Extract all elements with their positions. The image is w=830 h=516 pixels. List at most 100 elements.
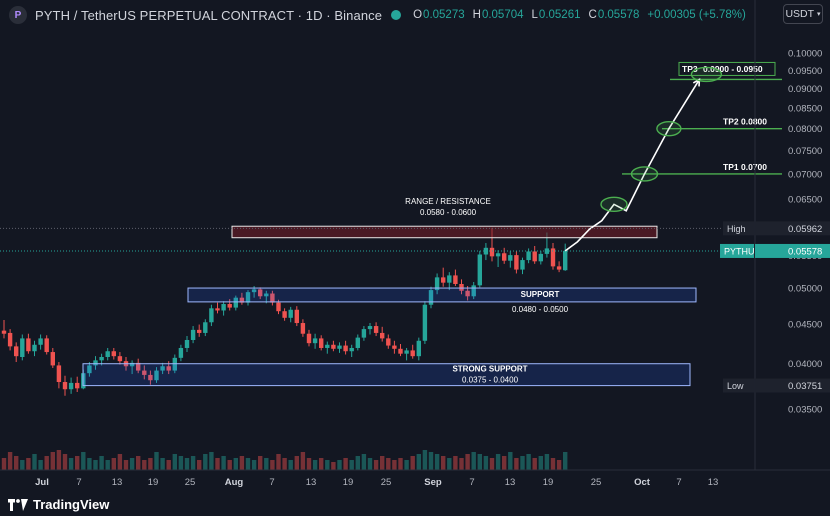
candle[interactable] [111, 347, 116, 360]
candle[interactable] [343, 340, 348, 355]
candle[interactable] [428, 286, 434, 309]
candle[interactable] [215, 302, 220, 314]
candle[interactable] [62, 375, 68, 396]
candle[interactable] [56, 362, 62, 389]
candle[interactable] [312, 333, 318, 349]
candle[interactable] [306, 329, 312, 347]
candle-body [514, 255, 519, 270]
candle[interactable] [453, 269, 458, 287]
candle[interactable] [142, 365, 147, 380]
candle[interactable] [270, 290, 275, 306]
candle[interactable] [136, 358, 141, 374]
candle[interactable] [563, 243, 568, 271]
candle[interactable] [184, 336, 190, 353]
candle[interactable] [410, 344, 415, 359]
candle[interactable] [538, 250, 543, 265]
candle[interactable] [87, 362, 92, 377]
candle[interactable] [129, 360, 135, 375]
candle[interactable] [550, 243, 556, 270]
candle[interactable] [117, 352, 123, 365]
candle[interactable] [355, 334, 360, 351]
target-marker [690, 66, 723, 83]
candle[interactable] [294, 306, 299, 327]
symbol-title[interactable]: PYTH / TetherUS PERPETUAL CONTRACT · 1D … [35, 7, 383, 23]
candle[interactable] [239, 292, 245, 305]
candle[interactable] [32, 340, 37, 357]
candle[interactable] [148, 370, 153, 385]
candle[interactable] [282, 308, 287, 321]
candle[interactable] [380, 326, 385, 342]
tradingview-branding[interactable]: TradingView [8, 497, 109, 512]
volume-bar [245, 458, 251, 470]
candle[interactable] [209, 304, 214, 327]
target-tp3[interactable]: TP3 0.0900 - 0.0950 [670, 61, 782, 81]
pyth-logo-icon[interactable]: P [9, 6, 27, 24]
candle[interactable] [422, 301, 428, 344]
candle[interactable] [93, 356, 98, 370]
candle[interactable] [233, 295, 238, 311]
candle[interactable] [264, 290, 269, 304]
candle[interactable] [361, 326, 367, 341]
candle[interactable] [258, 287, 263, 300]
currency-selector-button[interactable]: USDT ▾ [783, 4, 823, 24]
time-axis[interactable]: Jul 7 13 19 25 Aug 7 13 19 25 Sep 7 13 19 25 Oct 7 13 [35, 477, 718, 488]
candle-body [459, 284, 464, 291]
candle[interactable] [227, 299, 232, 311]
candle[interactable] [483, 243, 489, 261]
candle[interactable] [441, 267, 446, 287]
candle[interactable] [349, 344, 354, 358]
target-tp2[interactable]: TP2 0.0800 [662, 117, 782, 130]
candle[interactable] [190, 326, 196, 344]
zone-box [231, 225, 658, 239]
candle[interactable] [373, 322, 379, 337]
candle[interactable] [508, 251, 513, 268]
candle[interactable] [471, 282, 476, 300]
candle[interactable] [300, 319, 306, 337]
time-tick-label: Oct [634, 477, 651, 488]
candle[interactable] [495, 250, 501, 268]
candle[interactable] [392, 340, 397, 354]
candle[interactable] [459, 279, 464, 295]
candle[interactable] [325, 341, 330, 354]
candle[interactable] [404, 347, 409, 361]
candle[interactable] [319, 335, 324, 351]
candle[interactable] [532, 246, 537, 264]
candle[interactable] [556, 261, 562, 273]
candle[interactable] [367, 323, 373, 335]
candle[interactable] [514, 251, 519, 274]
candle[interactable] [447, 272, 452, 291]
candle[interactable] [398, 343, 403, 357]
resistance-zone[interactable]: RANGE / RESISTANCE 0.0580 - 0.0600 [231, 197, 658, 239]
candle[interactable] [50, 347, 55, 368]
candle[interactable] [38, 334, 43, 350]
candle[interactable] [75, 376, 80, 392]
support-zone[interactable]: SUPPORT 0.0480 - 0.0500 [187, 287, 697, 314]
candle[interactable] [44, 335, 49, 355]
candle[interactable] [337, 342, 342, 353]
candle[interactable] [14, 342, 19, 363]
candle[interactable] [105, 347, 110, 361]
candle[interactable] [520, 257, 525, 275]
volume-bar [38, 460, 43, 470]
candle[interactable] [331, 340, 336, 352]
candle[interactable] [434, 273, 440, 295]
candle[interactable] [288, 306, 293, 323]
candle[interactable] [203, 319, 208, 337]
candle[interactable] [154, 367, 159, 383]
candle[interactable] [26, 333, 31, 354]
candle[interactable] [197, 324, 202, 337]
candle[interactable] [160, 362, 165, 375]
support-zone[interactable]: STRONG SUPPORT 0.0375 - 0.0400 [82, 363, 691, 387]
candle[interactable] [7, 329, 13, 351]
candle[interactable] [20, 334, 25, 361]
candle[interactable] [416, 337, 421, 361]
candle[interactable] [245, 290, 251, 306]
candle[interactable] [221, 301, 226, 316]
candle[interactable] [178, 344, 184, 362]
candle[interactable] [477, 250, 482, 288]
candle[interactable] [68, 377, 74, 394]
candle[interactable] [386, 334, 391, 349]
candle[interactable] [1, 320, 7, 339]
